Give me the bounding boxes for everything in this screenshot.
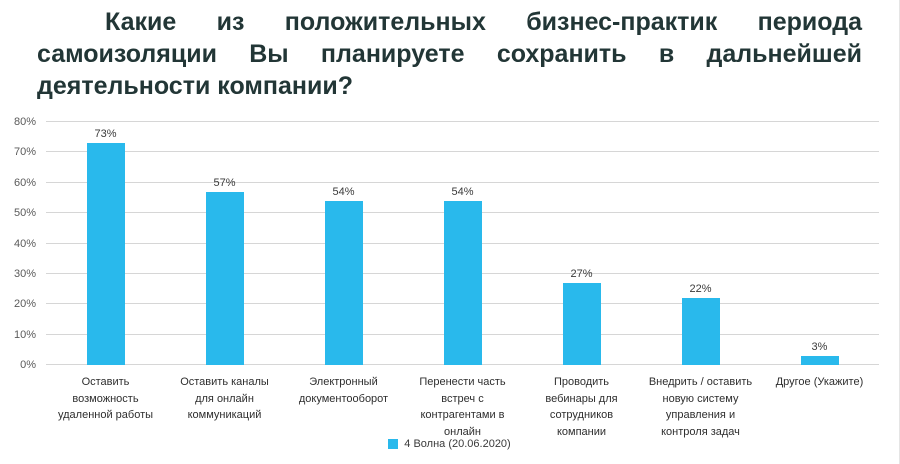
- bar-value-label: 27%: [570, 268, 593, 280]
- bar-value-label: 54%: [332, 185, 355, 198]
- bar-value-label: 54%: [451, 185, 474, 198]
- bar-slot: 54%: [403, 122, 522, 365]
- legend-swatch: [388, 439, 399, 449]
- gridline: [46, 121, 879, 122]
- x-category-label: Оставить каналы для онлайн коммуникаций: [180, 376, 269, 421]
- y-axis: 0% 10% 20% 30% 40% 50% 60% 70% 80%: [0, 116, 40, 371]
- bar-slot: 73%: [46, 122, 165, 365]
- x-category-label: Внедрить / оставить новую систему управл…: [648, 376, 753, 438]
- bars: 73% 57% 54% 54% 27% 22% 3%: [46, 122, 879, 365]
- x-category-label: Проводить вебинары для сотрудников компа…: [545, 376, 618, 438]
- bar: [681, 298, 720, 365]
- bar-value-label: 22%: [689, 283, 712, 296]
- y-tick-label: 50%: [13, 207, 36, 220]
- y-tick-label: 60%: [13, 176, 36, 189]
- bar-slot: 27%: [522, 122, 641, 365]
- chart-title-line: самоизоляции Вы планируете сохранить в д…: [37, 40, 862, 68]
- bar-slot: 54%: [284, 122, 403, 365]
- bar-value-label: 3%: [811, 340, 828, 353]
- bar-slot: 22%: [641, 122, 760, 365]
- x-category-label: Перенести часть встреч с контрагентами в…: [419, 376, 506, 438]
- chart-title-line: Какие из положительных бизнес-практик пе…: [105, 8, 862, 36]
- plot-area: 73% 57% 54% 54% 27% 22% 3%: [46, 121, 879, 365]
- x-category-label: Другое (Укажите): [775, 376, 864, 388]
- y-tick-label: 70%: [13, 146, 36, 159]
- bar: [86, 143, 125, 365]
- y-tick-label: 40%: [13, 237, 36, 250]
- chart-title: Какие из положительных бизнес-практик пе…: [37, 6, 862, 102]
- y-tick-label: 0%: [20, 359, 36, 371]
- y-tick-label: 10%: [13, 328, 36, 341]
- bar-slot: 3%: [760, 122, 879, 365]
- y-tick-label: 80%: [13, 116, 36, 128]
- bar: [443, 200, 482, 365]
- bar-value-label: 57%: [213, 176, 236, 189]
- gridline: [46, 151, 879, 153]
- bar-value-label: 73%: [94, 128, 117, 141]
- legend: 4 Волна (20.06.2020): [0, 438, 899, 450]
- chart: 0% 10% 20% 30% 40% 50% 60% 70% 80% 73% 57% 54% 54% 2…: [0, 112, 899, 464]
- y-tick-label: 20%: [13, 298, 36, 311]
- bar: [324, 200, 363, 365]
- legend-label: 4 Волна (20.06.2020): [404, 438, 511, 450]
- chart-title-line: деятельности компании?: [37, 72, 353, 100]
- y-tick-label: 30%: [13, 267, 36, 280]
- bar-slot: 57%: [165, 122, 284, 365]
- x-axis-labels: Оставить возможность удаленной работы Ост…: [46, 374, 879, 440]
- bar: [800, 355, 839, 365]
- bar: [562, 283, 601, 365]
- bar: [205, 191, 244, 365]
- gridline: [46, 181, 879, 183]
- x-category-label: Электронный документооборот: [298, 376, 389, 405]
- x-category-label: Оставить возможность удаленной работы: [57, 376, 154, 421]
